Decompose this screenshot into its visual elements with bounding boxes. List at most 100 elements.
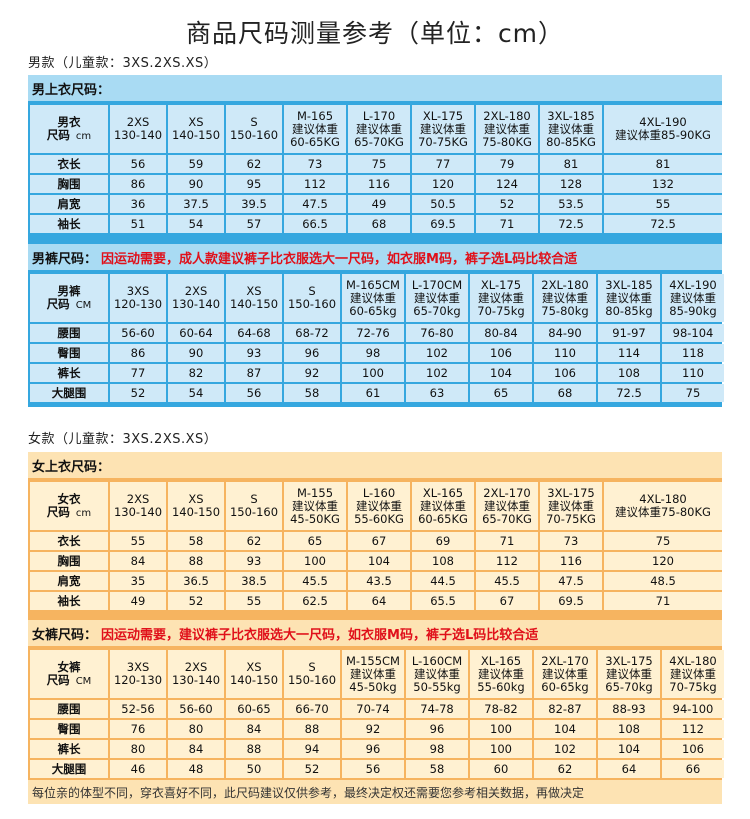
table-cell: 93 (226, 552, 282, 570)
table-cell: 104 (470, 364, 532, 382)
table-cell: 112 (284, 175, 346, 193)
size-column-header: 3XS 120-130 (110, 650, 166, 698)
table-row: 腰围 56-60 60-64 64-68 68-72 72-76 76-80 80-84 84-… (30, 324, 724, 342)
table-cell: 77 (412, 155, 474, 173)
size-column-header: 4XL-180 建议体重 70-75kg (662, 650, 724, 698)
table-cell: 35 (110, 572, 166, 590)
table-cell: 78-82 (470, 700, 532, 718)
size-column-header: M-165CM 建议体重 60-65kg (342, 274, 404, 322)
women-pants-label: 女裤尺码： (32, 627, 98, 643)
table-cell: 88 (168, 552, 224, 570)
table-cell: 62 (226, 155, 282, 173)
table-cell: 74-78 (406, 700, 468, 718)
table-cell: 120 (412, 175, 474, 193)
men-pants-bar: 男裤尺码： 因运动需要，成人款建议裤子比衣服选大一尺码，如衣服M码，裤子选L码比… (28, 244, 722, 270)
table-cell: 116 (348, 175, 410, 193)
table-cell: 88 (226, 740, 282, 758)
table-cell: 68 (348, 215, 410, 233)
table-cell: 72.5 (598, 384, 660, 402)
size-column-header: XL-175 建议体重 70-75KG (412, 105, 474, 153)
table-cell: 98 (342, 344, 404, 362)
table-cell: 49 (348, 195, 410, 213)
table-cell: 70-74 (342, 700, 404, 718)
table-row: 肩宽 35 36.5 38.5 45.5 43.5 44.5 45.5 47.5 48.5 (30, 572, 722, 590)
table-cell: 77 (110, 364, 166, 382)
table-row: 腰围 52-56 56-60 60-65 66-70 70-74 74-78 78-82 82-… (30, 700, 724, 718)
table-cell: 92 (284, 364, 340, 382)
table-cell: 73 (284, 155, 346, 173)
size-column-header: 3XL-185 建议体重 80-85KG (540, 105, 602, 153)
table-cell: 92 (342, 720, 404, 738)
size-column-header: 3XL-175 建议体重 65-70kg (598, 650, 660, 698)
table-cell: 67 (348, 532, 410, 550)
table-cell: 81 (540, 155, 602, 173)
table-cell: 80 (110, 740, 166, 758)
women-pants-note: 因运动需要，建议裤子比衣服选大一尺码，如衣服M码，裤子选L码比较合适 (101, 627, 539, 643)
table-cell: 75 (604, 532, 722, 550)
table-cell: 67 (476, 592, 538, 610)
table-cell: 79 (476, 155, 538, 173)
table-cell: 60-64 (168, 324, 224, 342)
table-cell: 82-87 (534, 700, 596, 718)
table-cell: 45.5 (284, 572, 346, 590)
table-cell: 39.5 (226, 195, 282, 213)
table-cell: 94-100 (662, 700, 724, 718)
table-row: 袖长 49 52 55 62.5 64 65.5 67 69.5 71 (30, 592, 722, 610)
row-label: 衣长 (30, 155, 108, 173)
table-cell: 108 (412, 552, 474, 570)
table-cell: 68-72 (284, 324, 340, 342)
table-cell: 106 (534, 364, 596, 382)
table-cell: 118 (662, 344, 724, 362)
women-top-bar: 女上衣尺码： (28, 452, 722, 478)
table-cell: 93 (226, 344, 282, 362)
table-cell: 112 (476, 552, 538, 570)
table-cell: 96 (406, 720, 468, 738)
table-cell: 50.5 (412, 195, 474, 213)
table-cell: 106 (662, 740, 724, 758)
table-cell: 64 (598, 760, 660, 778)
size-column-header: 2XL-180 建议体重 75-80kg (534, 274, 596, 322)
table-row: 裤长 77 82 87 92 100 102 104 106 108 110 (30, 364, 724, 382)
size-column-header: 4XL-180 建议体重75-80KG (604, 482, 722, 530)
table-cell: 116 (540, 552, 602, 570)
table-cell: 96 (284, 344, 340, 362)
table-cell: 86 (110, 175, 166, 193)
table-row: 臀围 76 80 84 88 92 96 100 104 108 112 (30, 720, 724, 738)
table-cell: 57 (226, 215, 282, 233)
table-row: 衣长 56 59 62 73 75 77 79 81 81 (30, 155, 722, 173)
row-label: 肩宽 (30, 572, 108, 590)
table-cell: 90 (168, 175, 224, 193)
table-cell: 44.5 (412, 572, 474, 590)
size-column-header: S 150-160 (284, 650, 340, 698)
table-cell: 51 (110, 215, 166, 233)
men-section-label: 男款（儿童款：3XS.2XS.XS） (28, 56, 218, 71)
table-cell: 58 (168, 532, 224, 550)
size-column-header: 2XS 130-140 (110, 105, 166, 153)
men-top-table: 男衣 尺码 cm 2XS 130-140 XS 140-150 S 150-160 M-165 建议… (28, 103, 724, 235)
size-column-header: XS 140-150 (226, 274, 282, 322)
row-label: 大腿围 (30, 384, 108, 402)
table-cell: 75 (348, 155, 410, 173)
size-column-header: 2XS 130-140 (110, 482, 166, 530)
table-cell: 108 (598, 364, 660, 382)
table-row: 臀围 86 90 93 96 98 102 106 110 114 118 (30, 344, 724, 362)
size-column-header: M-155CM 建议体重 45-50kg (342, 650, 404, 698)
table-cell: 106 (470, 344, 532, 362)
table-cell: 37.5 (168, 195, 224, 213)
table-cell: 56 (226, 384, 282, 402)
table-cell: 75 (662, 384, 724, 402)
table-cell: 71 (476, 532, 538, 550)
table-cell: 55 (226, 592, 282, 610)
men-pants-label: 男裤尺码： (32, 251, 98, 267)
size-column-header: 3XS 120-130 (110, 274, 166, 322)
table-row: 大腿围 46 48 50 52 56 58 60 62 64 66 (30, 760, 724, 778)
women-top-label: 女上衣尺码： (32, 459, 111, 475)
size-column-header: XS 140-150 (226, 650, 282, 698)
footer-note: 每位亲的体型不同，穿衣喜好不同，此尺码建议仅供参考，最终决定权还需要您参考相关数… (28, 780, 722, 804)
table-row: 裤长 80 84 88 94 96 98 100 102 104 106 (30, 740, 724, 758)
table-cell: 108 (598, 720, 660, 738)
table-cell: 66.5 (284, 215, 346, 233)
table-cell: 66 (662, 760, 724, 778)
table-cell: 48.5 (604, 572, 722, 590)
table-cell: 56 (110, 155, 166, 173)
